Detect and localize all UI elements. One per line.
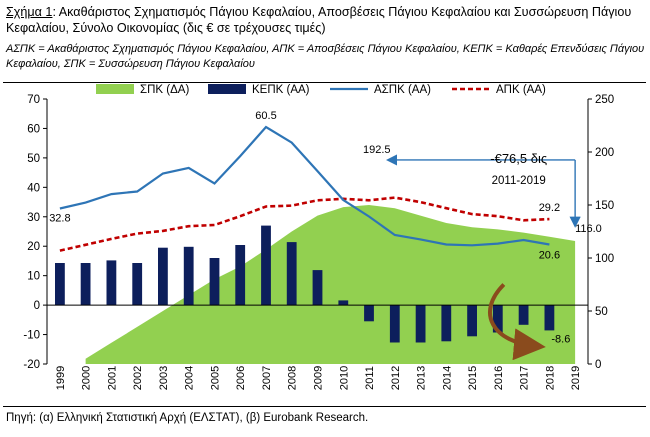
- left-tick-label: -20: [23, 359, 40, 371]
- bar-kepk-2016: [492, 305, 503, 333]
- x-tick-label: 2004: [184, 366, 196, 390]
- bar-kepk-2015: [467, 305, 477, 337]
- x-tick-label: 1999: [55, 366, 67, 390]
- legend-label-apk: ΑΠΚ (ΑΑ): [496, 84, 546, 96]
- legend-label-kepk: ΚΕΠΚ (ΑΑ): [252, 84, 310, 96]
- bar-kepk-2008: [286, 242, 297, 306]
- bar-kepk-2012: [389, 305, 400, 343]
- figure-caption: Σχήμα 1: Ακαθάριστος Σχηματισμός Πάγιου …: [6, 4, 646, 36]
- data-label-2: 192.5: [363, 144, 391, 156]
- annotation-amount: -€76,5 δις: [490, 151, 547, 166]
- x-tick-label: 2006: [235, 366, 247, 390]
- right-tick-label: 150: [595, 200, 614, 212]
- left-tick-label: 60: [27, 123, 40, 135]
- x-tick-label: 2002: [132, 366, 144, 390]
- x-tick-label: 2001: [106, 366, 118, 390]
- data-label-0: 32.8: [49, 213, 70, 225]
- bar-kepk-2011: [364, 305, 374, 322]
- data-label-4: 116.0: [575, 223, 602, 235]
- x-tick-label: 2010: [338, 366, 350, 390]
- right-tick-label: 50: [595, 306, 608, 318]
- x-tick-label: 2017: [519, 366, 531, 390]
- x-tick-label: 2003: [158, 366, 170, 390]
- data-label-5: 20.6: [539, 250, 560, 262]
- bar-kepk-2001: [106, 260, 117, 306]
- x-tick-label: 2019: [570, 366, 582, 390]
- bar-kepk-1999: [55, 263, 65, 306]
- x-tick-label: 2000: [81, 366, 93, 390]
- x-tick-label: 2005: [209, 366, 221, 390]
- bar-kepk-2009: [312, 270, 323, 306]
- left-tick-label: 30: [27, 212, 40, 224]
- figure-title: : Ακαθάριστος Σχηματισμός Πάγιου Κεφαλαί…: [6, 5, 632, 35]
- legend-swatch-spk: [96, 84, 134, 94]
- bar-kepk-2014: [441, 305, 452, 342]
- annotation-period: 2011-2019: [492, 175, 546, 187]
- right-tick-label: 250: [595, 94, 614, 106]
- bar-kepk-2013: [415, 305, 426, 343]
- x-tick-label: 2011: [364, 366, 376, 390]
- arrow-curved-kepk: [488, 283, 546, 361]
- legend-label-aspk: ΑΣΠΚ (ΑΑ): [374, 84, 431, 96]
- bar-kepk-2007: [261, 225, 271, 306]
- left-tick-label: 40: [27, 182, 40, 194]
- left-tick-label: 20: [27, 241, 40, 253]
- x-tick-label: 2007: [261, 366, 273, 390]
- source-note: Πηγή: (α) Ελληνική Στατιστική Αρχή (ΕΛΣΤ…: [6, 412, 369, 424]
- x-tick-label: 2009: [313, 366, 325, 390]
- x-tick-label: 2016: [493, 366, 505, 390]
- left-tick-label: 50: [27, 153, 40, 165]
- data-label-3: 29.2: [539, 202, 560, 214]
- line-series-apk: [59, 196, 550, 252]
- data-label-6: -8.6: [551, 333, 570, 345]
- bar-kepk-2000: [80, 263, 91, 306]
- abbreviations-note: ΑΣΠΚ = Ακαθάριστος Σχηματισμός Πάγιου Κε…: [6, 43, 645, 70]
- left-tick-label: 70: [27, 94, 40, 106]
- left-tick-label: -10: [23, 330, 40, 342]
- legend-swatch-kepk: [208, 84, 246, 94]
- bar-kepk-2002: [132, 263, 143, 306]
- figure-label: Σχήμα 1: [6, 5, 53, 19]
- bar-kepk-2010: [338, 300, 349, 306]
- x-tick-label: 2008: [287, 366, 299, 390]
- left-tick-label: 0: [34, 300, 40, 312]
- x-tick-label: 2018: [544, 366, 556, 390]
- bar-kepk-2003: [158, 247, 168, 306]
- x-tick-label: 2015: [467, 366, 479, 390]
- right-tick-label: 100: [595, 253, 614, 265]
- line-series-aspk: [59, 125, 550, 247]
- bar-kepk-2004: [183, 246, 194, 306]
- right-tick-label: 0: [595, 359, 601, 371]
- bar-kepk-2005: [209, 258, 220, 306]
- left-tick-label: 10: [27, 271, 40, 283]
- x-tick-label: 2012: [390, 366, 402, 390]
- right-tick-label: 200: [595, 147, 614, 159]
- x-tick-label: 2014: [441, 366, 453, 390]
- legend-label-spk: ΣΠΚ (ΔΑ): [140, 84, 189, 96]
- data-label-1: 60.5: [255, 110, 276, 122]
- chart-frame: [3, 82, 646, 407]
- bar-kepk-2006: [235, 245, 246, 306]
- bar-kepk-2018: [544, 305, 555, 331]
- x-tick-label: 2013: [416, 366, 428, 390]
- bar-kepk-2017: [518, 305, 529, 325]
